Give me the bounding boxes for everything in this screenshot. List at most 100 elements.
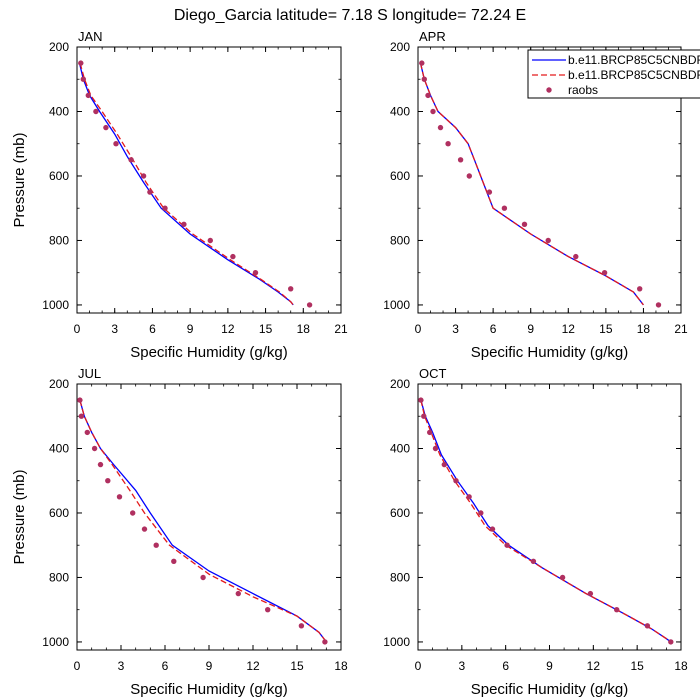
- x-tick-label: 3: [111, 322, 118, 336]
- raobs-point: [421, 413, 427, 419]
- y-tick-label: 1000: [383, 298, 410, 312]
- raobs-point: [441, 461, 447, 468]
- y-axis-label: Pressure (mb): [11, 469, 28, 564]
- raobs-point: [207, 237, 213, 244]
- raobs-point: [147, 189, 153, 195]
- raobs-point: [432, 445, 439, 452]
- x-tick-label: 12: [562, 322, 576, 336]
- x-tick-label: 9: [187, 322, 194, 336]
- raobs-point: [113, 141, 119, 147]
- plot-frame: [417, 383, 682, 651]
- x-tick-label: 6: [490, 322, 497, 336]
- panel-apr: APR 0 3 6 9 12 15 18 21 200 400 600 800 1000 Specific …: [383, 29, 688, 361]
- x-tick-label: 9: [527, 322, 534, 336]
- raobs-point: [445, 141, 451, 147]
- raobs-point: [97, 461, 104, 468]
- x-tick-label: 9: [546, 659, 553, 673]
- x-tick-label: 15: [259, 322, 273, 336]
- raobs-point: [545, 237, 551, 244]
- x-tick-label: 0: [415, 659, 422, 673]
- y-tick-label: 400: [49, 104, 69, 118]
- raobs-point: [668, 639, 674, 645]
- raobs-point: [85, 92, 92, 99]
- raobs-point: [77, 397, 83, 403]
- raobs-point: [105, 478, 111, 484]
- raobs-point: [655, 302, 662, 308]
- raobs-point: [644, 623, 651, 629]
- y-tick-label: 600: [390, 506, 410, 520]
- raobs-point: [425, 92, 431, 99]
- panel-jul: JUL 0 3 6 9 12 15 18 200 400 600 800 1000 Specific Hu…: [11, 366, 348, 698]
- y-tick-label: 600: [49, 169, 69, 183]
- raobs-point: [306, 302, 313, 308]
- x-tick-label: 12: [221, 322, 235, 336]
- x-tick-label: 15: [630, 659, 644, 673]
- x-tick-label: 21: [334, 322, 348, 336]
- raobs-point: [84, 429, 91, 436]
- raobs-point: [573, 253, 579, 260]
- x-tick-label: 3: [452, 322, 459, 336]
- x-tick-label: 18: [297, 322, 311, 336]
- panel-label: JAN: [78, 29, 103, 44]
- x-tick-label: 3: [118, 659, 125, 673]
- raobs-point: [141, 526, 148, 532]
- panel-label: JUL: [78, 366, 101, 381]
- panel-jan: JAN 0 3 6 9 12 15 18 21 200 400 600 800 1000 Specific …: [11, 29, 348, 361]
- y-tick-label: 200: [390, 40, 410, 54]
- x-tick-label: 18: [674, 659, 688, 673]
- plot-frame: [76, 383, 342, 651]
- raobs-point: [466, 494, 472, 500]
- x-tick-label: 12: [246, 659, 260, 673]
- plot-frame: [417, 46, 682, 314]
- y-tick-label: 400: [390, 441, 410, 455]
- raobs-point: [181, 221, 187, 227]
- y-axis-label: Pressure (mb): [11, 132, 28, 227]
- raobs-point: [200, 574, 206, 581]
- panel-label: APR: [419, 29, 446, 44]
- raobs-point: [489, 526, 496, 532]
- x-tick-label: 18: [334, 659, 348, 673]
- y-tick-label: 200: [390, 377, 410, 391]
- x-tick-label: 18: [637, 322, 651, 336]
- legend: b.e11.BRCP85C5CNBDRDb.e11.BRCP85C5CNBDRD…: [527, 49, 700, 99]
- series-line-solid: [79, 399, 327, 643]
- series-line-dashed: [79, 62, 294, 306]
- y-tick-label: 1000: [42, 298, 69, 312]
- y-tick-label: 400: [390, 104, 410, 118]
- y-tick-label: 800: [49, 233, 69, 247]
- y-tick-label: 800: [49, 570, 69, 584]
- raobs-point: [453, 478, 459, 484]
- y-tick-label: 1000: [383, 635, 410, 649]
- raobs-point: [418, 397, 424, 403]
- raobs-point: [288, 286, 294, 292]
- legend-marker: [546, 87, 552, 93]
- raobs-point: [587, 590, 594, 597]
- series-line-dashed: [420, 399, 672, 643]
- x-axis-label: Specific Humidity (g/kg): [130, 344, 288, 361]
- raobs-point: [80, 76, 87, 82]
- y-tick-label: 1000: [42, 635, 69, 649]
- raobs-point: [103, 124, 109, 131]
- raobs-point: [298, 623, 305, 629]
- x-axis-label: Specific Humidity (g/kg): [471, 681, 629, 698]
- y-tick-label: 200: [49, 377, 69, 391]
- x-tick-label: 6: [149, 322, 156, 336]
- raobs-point: [486, 189, 493, 195]
- x-tick-label: 9: [206, 659, 213, 673]
- series-line-solid: [419, 62, 644, 306]
- legend-label: raobs: [568, 83, 598, 97]
- y-tick-label: 400: [49, 441, 69, 455]
- raobs-point: [601, 270, 608, 276]
- series-line-solid: [78, 62, 294, 306]
- y-tick-label: 200: [49, 40, 69, 54]
- raobs-point: [478, 510, 484, 516]
- raobs-point: [614, 607, 620, 613]
- raobs-point: [501, 205, 508, 211]
- series-line-dashed: [79, 399, 327, 643]
- raobs-point: [637, 286, 643, 292]
- raobs-point: [427, 429, 433, 436]
- x-tick-label: 0: [415, 322, 422, 336]
- x-tick-label: 12: [587, 659, 601, 673]
- figure-title: Diego_Garcia latitude= 7.18 S longitude=…: [174, 7, 526, 24]
